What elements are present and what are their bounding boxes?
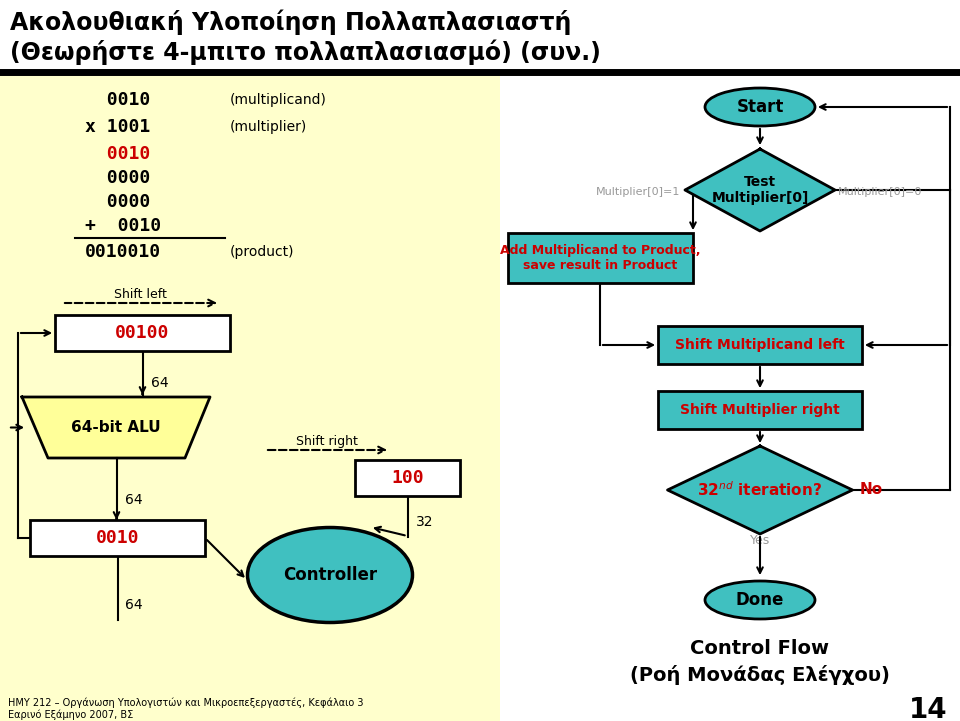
Text: 64: 64	[126, 598, 143, 612]
Polygon shape	[685, 149, 835, 231]
Text: Start: Start	[736, 98, 783, 116]
Text: (Ροή Μονάδας Ελέγχου): (Ροή Μονάδας Ελέγχου)	[630, 665, 890, 685]
Text: Control Flow: Control Flow	[690, 639, 829, 658]
Text: 64: 64	[125, 493, 142, 507]
Text: (multiplier): (multiplier)	[230, 120, 307, 134]
Text: +  0010: + 0010	[85, 217, 161, 235]
Bar	[355, 460, 460, 496]
Text: Add Multiplicand to Product,
save result in Product: Add Multiplicand to Product, save result…	[500, 244, 700, 272]
Bar	[658, 391, 862, 429]
Text: x 1001: x 1001	[85, 118, 151, 136]
Text: 14: 14	[909, 696, 948, 721]
Text: Shift left: Shift left	[113, 288, 166, 301]
Ellipse shape	[248, 528, 413, 622]
Text: ΗΜΥ 212 – Οργάνωση Υπολογιστών και Μικροεπεξεργαστές, Κεφάλαιο 3: ΗΜΥ 212 – Οργάνωση Υπολογιστών και Μικρο…	[8, 698, 364, 708]
Text: Done: Done	[735, 591, 784, 609]
Text: Multiplier[0]=1: Multiplier[0]=1	[595, 187, 680, 197]
Text: (multiplicand): (multiplicand)	[230, 93, 326, 107]
Ellipse shape	[705, 581, 815, 619]
Text: 64: 64	[151, 376, 168, 390]
Text: 0000: 0000	[85, 193, 151, 211]
Text: 64-bit ALU: 64-bit ALU	[71, 420, 161, 435]
Text: 32$^{nd}$ iteration?: 32$^{nd}$ iteration?	[698, 481, 823, 500]
Text: Shift Multiplicand left: Shift Multiplicand left	[675, 338, 845, 352]
Bar	[658, 326, 862, 364]
Polygon shape	[667, 446, 852, 534]
Text: 0010: 0010	[85, 145, 151, 163]
Text: No: No	[860, 482, 883, 497]
Text: (Θεωρήστε 4-μπιτο πολλαπλασιασμό) (συν.): (Θεωρήστε 4-μπιτο πολλαπλασιασμό) (συν.)	[10, 39, 601, 65]
Text: 0010: 0010	[85, 91, 151, 109]
Text: Shift Multiplier right: Shift Multiplier right	[680, 403, 840, 417]
Text: 100: 100	[391, 469, 423, 487]
Text: Controller: Controller	[283, 566, 377, 584]
Bar	[0, 72, 500, 721]
Text: 0010010: 0010010	[85, 243, 161, 261]
Bar	[508, 233, 692, 283]
Text: 0000: 0000	[85, 169, 151, 187]
Text: 00100: 00100	[115, 324, 170, 342]
Text: Yes: Yes	[750, 534, 770, 547]
Polygon shape	[22, 397, 210, 458]
Ellipse shape	[705, 88, 815, 126]
Text: Εαρινό Εξάμηνο 2007, ΒΣ: Εαρινό Εξάμηνο 2007, ΒΣ	[8, 709, 133, 720]
Text: Test
Multiplier[0]: Test Multiplier[0]	[711, 175, 808, 205]
Text: (product): (product)	[230, 245, 295, 259]
Text: Shift right: Shift right	[296, 435, 358, 448]
Bar	[30, 520, 205, 556]
Text: Ακολουθιακή Υλοποίηση Πολλαπλασιαστή: Ακολουθιακή Υλοποίηση Πολλαπλασιαστή	[10, 9, 571, 35]
Bar	[55, 315, 230, 351]
Text: 0010: 0010	[96, 529, 139, 547]
Text: 32: 32	[416, 515, 433, 529]
Text: Multiplier[0]=0: Multiplier[0]=0	[838, 187, 923, 197]
